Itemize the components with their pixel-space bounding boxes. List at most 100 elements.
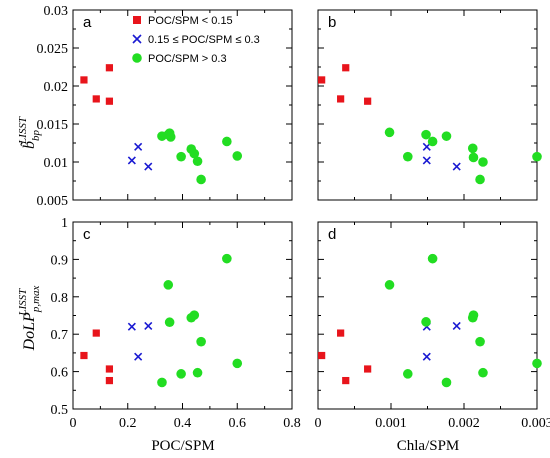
point-high	[163, 280, 174, 290]
legend-label-high: POC/SPM > 0.3	[148, 53, 227, 65]
point-mid	[422, 156, 431, 165]
point-low	[364, 365, 372, 373]
y-tick-label: 0.02	[44, 80, 69, 95]
point-high	[192, 156, 203, 167]
point-mid	[127, 156, 136, 165]
y-tick-label: 0.9	[51, 253, 69, 268]
x-axis-title-right: Chla/SPM	[397, 438, 460, 454]
point-mid	[127, 322, 136, 331]
point-high	[441, 377, 452, 388]
point-high	[384, 280, 395, 290]
point-high	[532, 151, 542, 162]
y-axis-title-bottom: DoLPp,maxLISST	[17, 285, 42, 351]
point-high	[176, 369, 186, 379]
y-tick-label: 0.015	[37, 118, 69, 133]
y-tick-label: 1	[61, 216, 68, 231]
y-tick-label: 0.5	[51, 403, 69, 418]
point-high	[478, 157, 488, 167]
point-high	[222, 253, 232, 264]
panel-d: 0 0.001 0.002 0.003 d	[315, 221, 550, 431]
point-high	[164, 317, 175, 328]
y-tick-label: 0.8	[51, 291, 69, 306]
point-low	[337, 329, 345, 337]
x-tick-label: 0	[315, 416, 322, 431]
point-high	[468, 310, 479, 320]
point-high	[165, 132, 176, 142]
y-axis-title-top: b̃bpLISST	[17, 116, 42, 149]
y-tick-label: 0.7	[51, 328, 69, 343]
panel-letter-c: c	[83, 226, 91, 243]
point-low	[105, 97, 114, 105]
point-high	[196, 174, 206, 185]
point-high	[441, 131, 452, 141]
point-low	[80, 351, 88, 360]
y-axis-title-bottom-main: DoLP	[21, 312, 38, 351]
point-mid	[134, 142, 143, 151]
y-tick-label: 0.03	[44, 4, 69, 19]
legend-marker-mid	[132, 34, 142, 44]
point-high	[222, 136, 232, 147]
x-tick-label: 0.003	[521, 416, 550, 431]
point-low	[92, 329, 100, 337]
x-tick-label: 0.8	[283, 416, 301, 431]
y-axis-title-bottom-sup: LISST	[17, 288, 29, 317]
y-axis-title-bottom-sub: p,max	[30, 285, 42, 313]
point-mid	[134, 352, 143, 361]
legend-marker-low	[133, 16, 141, 24]
point-mid	[452, 162, 461, 171]
point-low	[92, 95, 100, 103]
point-mid	[452, 321, 461, 331]
point-high	[157, 377, 167, 388]
point-low	[80, 76, 88, 84]
point-high	[427, 253, 438, 264]
panels: 0.005 0.01 0.015 0.02 0.025 0.03 a b 0 0.2 0.4 0.6 0…	[37, 4, 550, 431]
y-axis-title-top-sub: bp	[30, 129, 42, 141]
y-tick-label: 0.005	[37, 194, 69, 209]
point-high	[468, 152, 479, 163]
point-high	[176, 151, 186, 162]
point-mid	[144, 162, 153, 171]
point-high	[478, 367, 488, 378]
panel-a: 0.005 0.01 0.015 0.02 0.025 0.03 a	[37, 4, 293, 209]
point-high	[232, 358, 243, 369]
legend-marker-high	[132, 53, 142, 63]
point-low	[364, 97, 372, 105]
y-tick-label: 0.6	[51, 366, 69, 381]
point-low	[105, 64, 114, 72]
y-tick-label: 0.01	[44, 156, 69, 171]
panel-letter-d: d	[328, 226, 336, 243]
legend-label-low: POC/SPM < 0.15	[148, 15, 233, 27]
panel-frame-b	[317, 9, 538, 201]
y-tick-label: 0.025	[37, 42, 69, 57]
panel-c: 0 0.2 0.4 0.6 0.8 0.5 0.6 0.7 0.8 0.9 1c	[51, 216, 301, 431]
legend-label-mid: 0.15 ≤ POC/SPM ≤ 0.3	[148, 34, 260, 46]
y-axis-title-top-sup: LISST	[17, 116, 29, 145]
point-high	[421, 129, 431, 140]
point-high	[427, 136, 438, 147]
point-high	[232, 151, 243, 161]
point-high	[402, 369, 413, 379]
point-low	[105, 365, 114, 373]
point-mid	[144, 321, 153, 331]
point-high	[421, 317, 431, 327]
panel-letter-a: a	[83, 14, 92, 31]
panel-b: b	[317, 9, 542, 201]
x-tick-label: 0.2	[119, 416, 137, 431]
panel-letter-b: b	[328, 14, 336, 31]
x-axis-title-left: POC/SPM	[151, 438, 214, 454]
point-high	[189, 310, 200, 320]
point-low	[342, 64, 350, 72]
point-low	[318, 76, 326, 84]
point-low	[318, 351, 326, 360]
point-high	[384, 127, 395, 138]
point-high	[475, 336, 485, 347]
point-high	[189, 148, 200, 159]
point-low	[337, 95, 345, 103]
point-high	[475, 174, 485, 185]
point-low	[342, 376, 350, 385]
x-tick-label: 0.4	[174, 416, 192, 431]
x-tick-label: 0.001	[375, 416, 407, 431]
point-mid	[422, 352, 431, 361]
point-high	[192, 367, 203, 378]
